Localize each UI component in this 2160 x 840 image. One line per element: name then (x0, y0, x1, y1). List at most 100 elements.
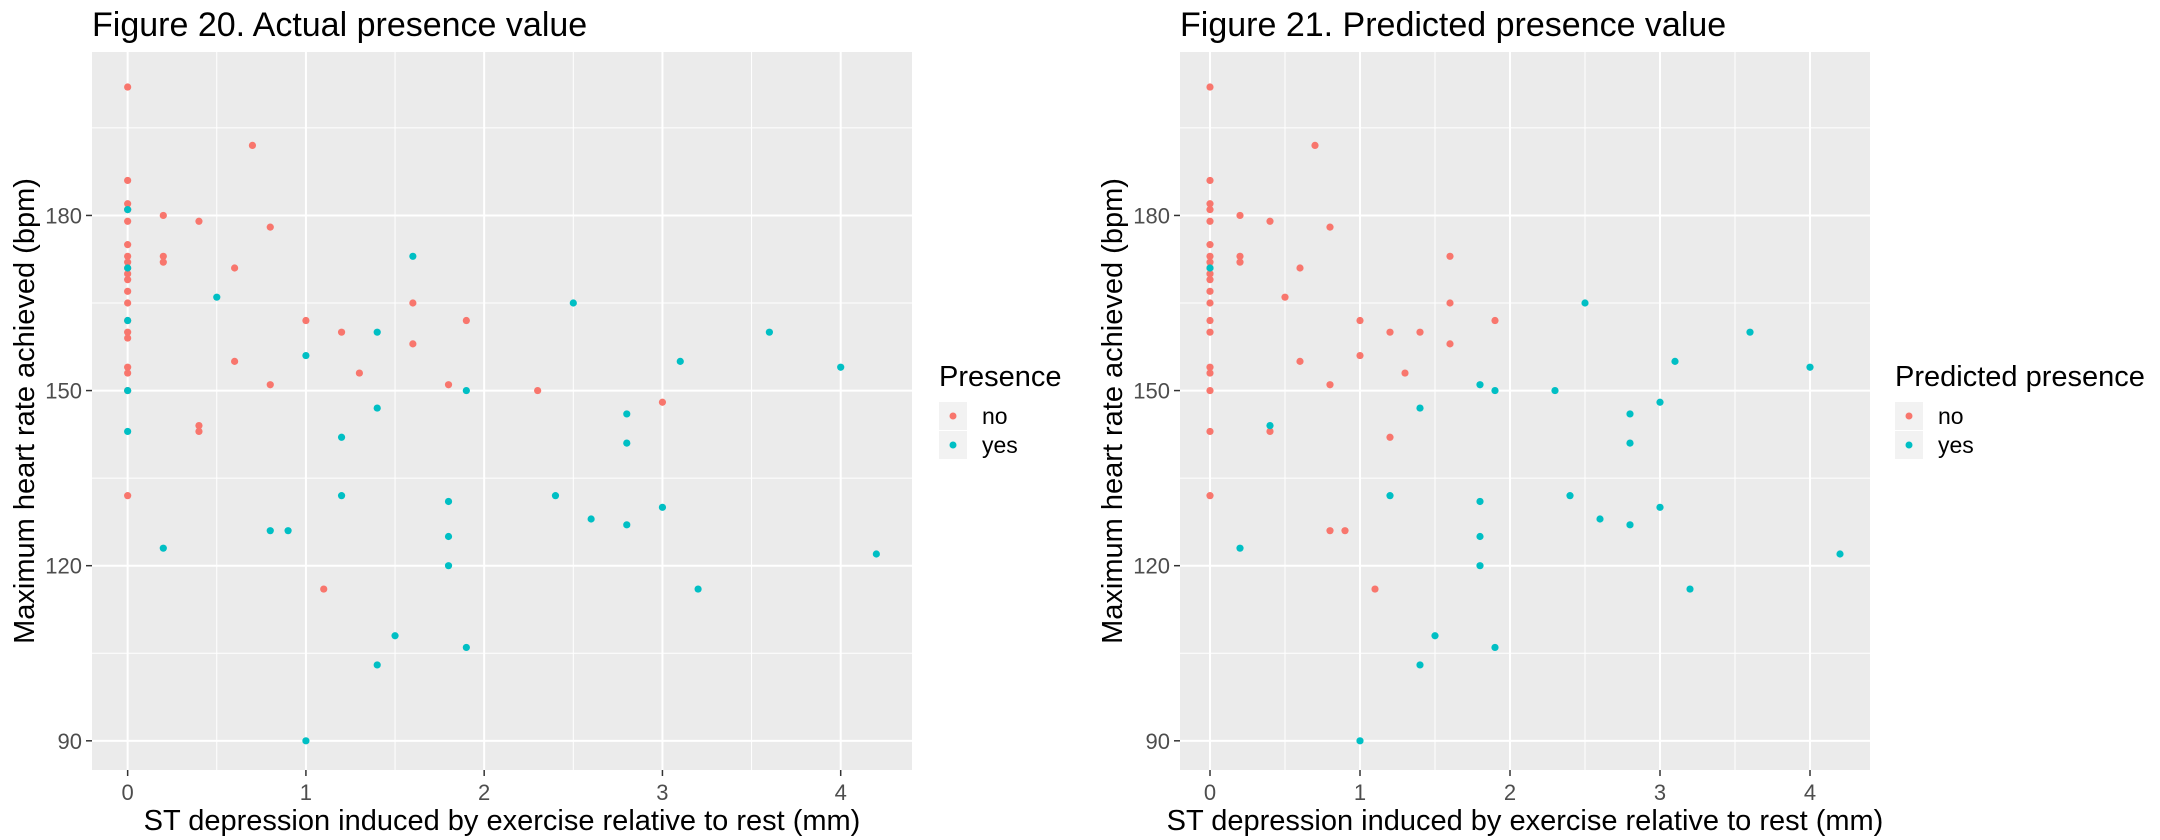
data-point-no (1446, 299, 1454, 307)
data-point-no (1266, 427, 1274, 436)
data-point-yes (1491, 643, 1499, 652)
legend-title: Presence (939, 361, 1062, 393)
data-point-no (1206, 176, 1214, 185)
x-tick-label: 3 (656, 780, 668, 805)
x-axis-title: ST depression induced by exercise relati… (144, 805, 861, 837)
data-point-yes (1686, 585, 1694, 593)
data-point-no (1206, 206, 1214, 214)
axis-ticks: 0 1 2 3 4 90 120 150 180 (1133, 203, 1816, 805)
legend: Predicted presence no yes (1895, 361, 2145, 459)
data-point-no (195, 421, 203, 430)
data-point-no (1206, 363, 1214, 371)
data-point-yes (623, 521, 631, 529)
data-point-yes (409, 252, 417, 260)
data-point-yes (159, 544, 167, 552)
y-tick-label: 120 (45, 554, 82, 579)
y-tick-label: 90 (1146, 729, 1170, 754)
data-point-yes (1476, 381, 1484, 389)
data-point-yes (623, 410, 631, 418)
data-point-no (1371, 585, 1379, 593)
data-point-yes (1416, 404, 1424, 412)
data-point-yes (213, 293, 221, 301)
x-tick-label: 3 (1654, 780, 1666, 805)
data-point-yes (1626, 521, 1634, 529)
data-point-yes (337, 492, 346, 500)
data-point-no (1206, 386, 1214, 395)
data-point-yes (266, 527, 274, 535)
plot-panel (1180, 52, 1870, 770)
data-point-yes (587, 515, 595, 523)
data-point-yes (1431, 632, 1439, 640)
data-point-no (124, 299, 132, 307)
data-point-no (1416, 328, 1424, 336)
legend-dot-no (949, 412, 957, 420)
data-point-no (159, 252, 167, 260)
data-point-no (409, 299, 417, 307)
data-point-yes (676, 357, 684, 365)
data-point-yes (569, 299, 577, 307)
y-tick-label: 150 (1133, 379, 1170, 404)
data-point-no (1206, 427, 1214, 436)
data-point-no (1326, 381, 1334, 389)
data-point-yes (694, 585, 702, 593)
data-point-no (195, 217, 203, 225)
data-point-yes (1671, 357, 1679, 365)
data-point-no (1236, 252, 1244, 260)
data-point-yes (124, 264, 132, 272)
legend-label-no: no (982, 403, 1008, 429)
data-point-yes (837, 363, 845, 371)
data-point-no (1401, 369, 1409, 377)
x-tick-label: 1 (300, 780, 312, 805)
data-point-no (124, 258, 132, 266)
data-point-yes (284, 527, 292, 535)
y-tick-label: 150 (45, 379, 82, 404)
data-point-no (1386, 328, 1394, 336)
x-tick-label: 0 (122, 780, 134, 805)
data-point-yes (1476, 532, 1484, 541)
legend-dot-yes (1905, 441, 1913, 449)
data-point-yes (444, 532, 453, 541)
data-point-yes (765, 328, 773, 336)
y-axis-title: Maximum heart rate achieved (bpm) (9, 178, 41, 644)
data-point-no (1206, 252, 1214, 260)
data-point-no (124, 176, 132, 185)
data-point-yes (1656, 398, 1664, 406)
legend: Presence no yes (939, 361, 1062, 459)
data-point-no (1311, 141, 1319, 149)
data-point-no (1206, 369, 1214, 377)
y-tick-label: 120 (1133, 554, 1170, 579)
y-tick-label: 180 (45, 203, 82, 228)
data-point-no (409, 340, 417, 348)
data-point-no (302, 316, 310, 325)
data-point-yes (1806, 363, 1814, 371)
data-point-no (1206, 299, 1214, 307)
data-point-no (658, 398, 667, 406)
data-point-yes (623, 439, 631, 447)
grid-lines (92, 52, 912, 770)
data-point-no (124, 200, 132, 208)
data-point-yes (444, 562, 453, 570)
x-tick-label: 4 (835, 780, 847, 805)
data-point-yes (1551, 386, 1559, 395)
legend-label-yes: yes (1938, 432, 1974, 458)
plot-panel (92, 52, 912, 770)
data-point-yes (124, 386, 132, 395)
y-axis-title: Maximum heart rate achieved (bpm) (1097, 178, 1129, 644)
data-point-no (266, 381, 274, 389)
data-point-no (1206, 492, 1214, 500)
data-point-no (1236, 258, 1244, 266)
legend-dot-no (1905, 412, 1913, 420)
data-point-no (1281, 293, 1289, 301)
data-point-no (1491, 316, 1499, 325)
legend-label-no: no (1938, 403, 1964, 429)
y-tick-label: 180 (1133, 203, 1170, 228)
data-point-no (1341, 527, 1349, 535)
data-point-yes (373, 661, 381, 669)
data-point-no (124, 270, 132, 278)
data-point-yes (1566, 492, 1574, 500)
data-point-no (1296, 264, 1304, 272)
data-point-no (231, 264, 239, 272)
x-tick-label: 0 (1204, 780, 1216, 805)
x-tick-label: 1 (1354, 780, 1366, 805)
